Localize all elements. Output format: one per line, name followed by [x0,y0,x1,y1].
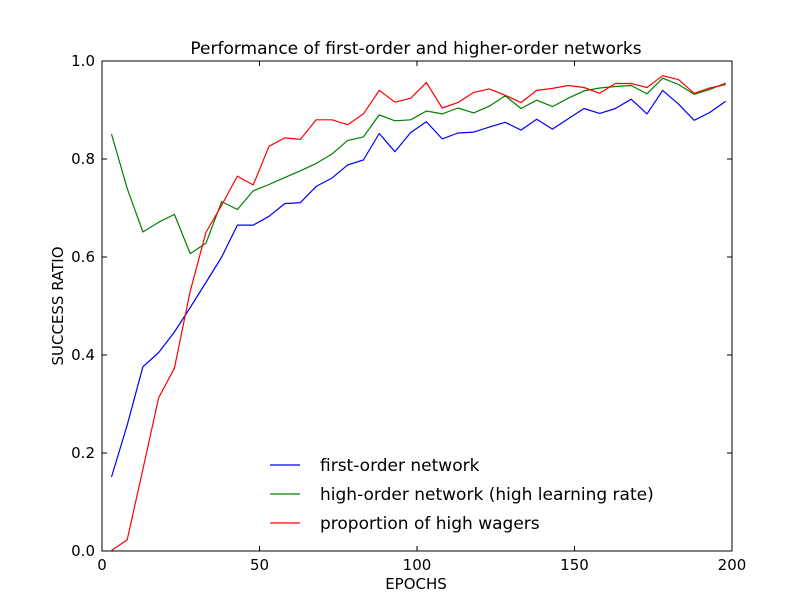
series-line-1 [110,89,727,478]
legend: first-order network high-order network (h… [270,456,654,534]
x-tick-label: 200 [718,556,747,574]
y-tick-label: 0.4 [71,346,95,364]
y-tick-label: 0.2 [71,444,95,462]
y-tick-label: 0.0 [71,542,95,560]
y-tick-label: 0.8 [71,150,95,168]
chart-title: Performance of first-order and higher-or… [190,39,641,59]
legend-label-1: first-order network [320,456,480,476]
y-tick-label: 0.6 [71,248,95,266]
x-tick-label: 50 [250,556,269,574]
x-axis-label: EPOCHS [385,575,447,593]
y-tick-label: 1.0 [71,52,95,70]
x-tick-label: 150 [560,556,589,574]
series-line-2 [110,77,726,255]
legend-label-2: high-order network (high learning rate) [320,485,654,505]
x-tick-label: 100 [403,556,432,574]
x-tick-label: 0 [97,556,107,574]
plot-area: 0 50 100 150 200 0.0 0.2 0.4 0.6 0.8 1.0 [71,52,746,574]
legend-label-3: proportion of high wagers [320,514,540,534]
y-axis-label: SUCCESS RATIO [49,246,67,365]
series-line-3 [111,75,726,551]
